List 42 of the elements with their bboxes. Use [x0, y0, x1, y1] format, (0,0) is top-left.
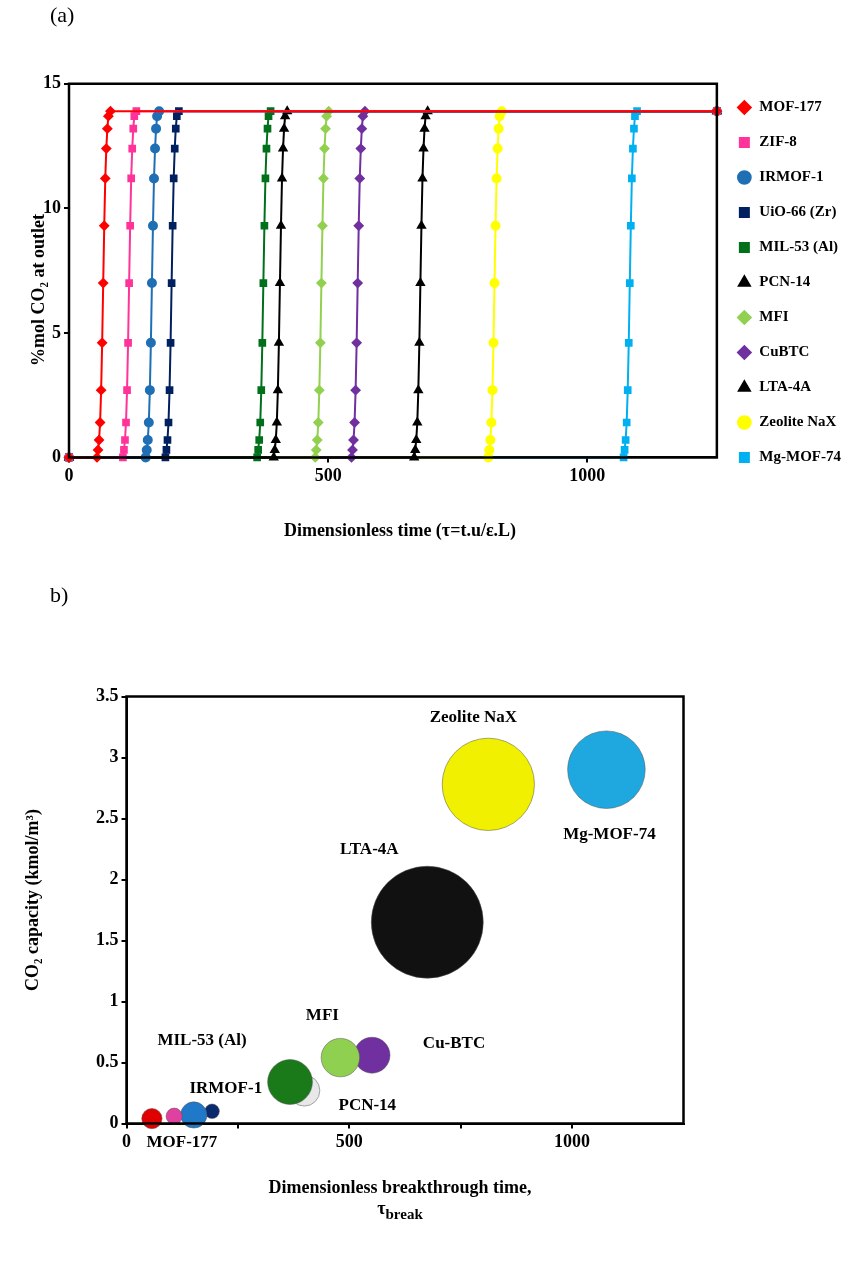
y-tick-label: 0	[109, 1112, 119, 1133]
legend-label: Mg-MOF-74	[759, 448, 842, 465]
y-tick-label: 0	[52, 446, 61, 467]
y-tick-label: 5	[52, 321, 61, 342]
legend-label: PCN-14	[759, 273, 811, 290]
x-tick-label: 1000	[554, 1130, 591, 1151]
y-tick-label: 0.5	[96, 1051, 119, 1072]
legend-label: MFI	[759, 308, 789, 325]
series-label: Mg-MOF-74	[563, 824, 657, 844]
chart-title: (a)	[50, 2, 75, 28]
legend-label: CuBTC	[759, 343, 810, 360]
y-tick-label: 10	[43, 196, 61, 217]
series-label: MOF-177	[146, 1132, 218, 1152]
y-tick-label: 1.5	[96, 929, 119, 950]
chart-title: b)	[50, 582, 69, 608]
legend-label: ZIF-8	[759, 133, 797, 150]
series-label: LTA-4A	[339, 838, 400, 858]
series-label: Cu-BTC	[422, 1032, 486, 1052]
x-tick-label: 500	[335, 1130, 363, 1151]
y-axis-title: %mol CO₂ at outlet	[27, 214, 48, 366]
y-tick-label: 15	[43, 72, 61, 93]
x-axis-title: Dimensionless time (τ=t.u/ε.L)	[283, 520, 517, 541]
y-tick-label: 2.5	[96, 807, 119, 828]
x-tick-label: 1000	[569, 464, 606, 485]
y-tick-label: 2	[109, 868, 119, 889]
legend-label: Zeolite NaX	[759, 413, 837, 430]
legend-label: MIL-53 (Al)	[759, 238, 839, 256]
y-tick-label: 1	[109, 990, 119, 1011]
series-label: PCN-14	[338, 1094, 397, 1114]
y-tick-label: 3.5	[96, 685, 119, 706]
legend-label: UiO-66 (Zr)	[759, 203, 837, 221]
y-axis-title: CO₂ capacity (kmol/m³)	[21, 809, 43, 991]
series-label: Zeolite NaX	[429, 706, 518, 726]
legend-label: IRMOF-1	[759, 168, 824, 185]
legend-label: LTA-4A	[759, 378, 812, 395]
x-axis-title: Dimensionless breakthrough time, τ$_{break}$	[267, 1177, 533, 1223]
legend-label: MOF-177	[759, 98, 823, 115]
series-label: MIL-53 (Al)	[157, 1030, 247, 1050]
series-label: IRMOF-1	[189, 1078, 263, 1098]
y-tick-label: 3	[109, 746, 119, 767]
series-label: MFI	[305, 1005, 340, 1025]
x-tick-label: 500	[314, 464, 342, 485]
